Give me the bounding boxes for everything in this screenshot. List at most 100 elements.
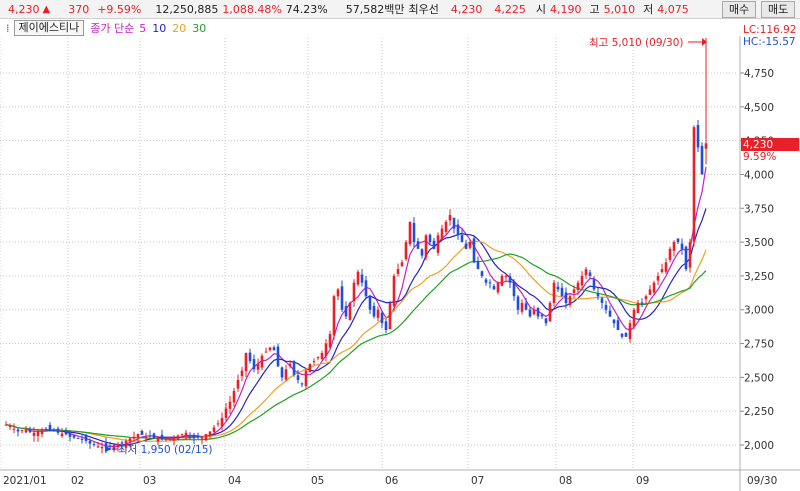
candle-body xyxy=(376,309,380,318)
legend-ma10[interactable]: 10 xyxy=(152,21,167,35)
time-axis: 2021/01 02 03 04 05 06 07 08 09 09/30 xyxy=(3,475,777,487)
bid-price: 4,225 xyxy=(494,2,526,16)
open-price: 4,190 xyxy=(549,2,582,16)
candle-body xyxy=(660,269,664,273)
candles xyxy=(4,37,708,454)
candle-body xyxy=(128,438,132,442)
last-pct-label: 9.59% xyxy=(743,151,776,163)
candle-body xyxy=(160,434,164,440)
ma5-line xyxy=(5,166,707,448)
candle-body xyxy=(596,293,600,297)
quote-bar: 4,230 ▲ 370 +9.59% 12,250,885 1,088.48% … xyxy=(0,0,800,19)
candle-body xyxy=(284,369,288,380)
candle-body xyxy=(568,296,572,306)
candle-body xyxy=(240,370,244,377)
candle-body xyxy=(556,286,560,290)
candle-body xyxy=(392,275,396,306)
buy-button[interactable]: 매수 xyxy=(722,1,757,18)
high-price: 5,010 xyxy=(603,2,636,16)
price-change-pct: +9.59% xyxy=(97,2,142,16)
candle-body xyxy=(588,272,592,276)
legend-ma20[interactable]: 20 xyxy=(172,21,187,35)
candle-body xyxy=(504,275,508,277)
candle-body xyxy=(492,286,496,290)
candle-body xyxy=(140,430,144,435)
candle-body xyxy=(332,296,336,336)
candle-body xyxy=(152,433,156,439)
candle-body xyxy=(16,429,20,432)
candle-body xyxy=(272,347,276,351)
candle-body xyxy=(700,145,704,175)
y-tick-label: 4,000 xyxy=(744,169,774,181)
legend-ma5[interactable]: 5 xyxy=(139,21,147,35)
candle-body xyxy=(304,370,308,387)
candle-body xyxy=(624,332,628,337)
candle-body xyxy=(268,347,272,351)
legend-ma30[interactable]: 30 xyxy=(192,21,207,35)
candle-body xyxy=(40,430,44,434)
candle-body xyxy=(176,435,180,440)
candle-body xyxy=(192,434,196,439)
candle-body xyxy=(428,234,432,243)
candle-body xyxy=(408,221,412,245)
candle-body xyxy=(380,312,384,324)
best-quote-label: 최우선 xyxy=(408,3,439,16)
stock-name-tab[interactable]: 제이에스티나 xyxy=(13,20,85,36)
candle-body xyxy=(220,417,224,427)
candle-body xyxy=(72,435,76,438)
high-label: 고 xyxy=(589,3,600,16)
ma-type-label: 종가 단순 xyxy=(90,22,135,35)
candle-body xyxy=(276,346,280,367)
candle-body xyxy=(632,309,636,327)
candle-body xyxy=(652,282,656,293)
candle-body xyxy=(60,433,64,437)
price-axis: 4,7504,5004,2504,0003,7503,5003,2503,000… xyxy=(740,68,774,452)
candle-body xyxy=(200,436,204,439)
sell-button[interactable]: 매도 xyxy=(761,1,796,18)
candle-body xyxy=(536,307,540,317)
candle-body xyxy=(120,442,124,444)
candle-body xyxy=(8,426,12,428)
candle-body xyxy=(540,314,544,317)
candle-body xyxy=(424,235,428,258)
candle-body xyxy=(676,238,680,243)
candle-body xyxy=(372,305,376,317)
candle-body xyxy=(4,424,8,426)
current-price: 4,230 xyxy=(8,2,40,16)
y-tick-label: 2,000 xyxy=(744,440,774,452)
candle-body xyxy=(64,430,68,435)
candle-body xyxy=(640,302,644,304)
candle-body xyxy=(44,428,48,430)
candle-body xyxy=(564,292,568,303)
candle-body xyxy=(280,367,284,378)
x-tick-label: 06 xyxy=(385,475,399,487)
ma30-line xyxy=(5,253,707,441)
candle-body xyxy=(696,125,700,148)
candle-body xyxy=(48,424,52,431)
candle-body xyxy=(288,363,292,366)
candle-body xyxy=(300,383,304,385)
candle-body xyxy=(480,271,484,276)
lc-label: LC:116.92 xyxy=(743,24,796,36)
candle-body xyxy=(448,215,452,221)
candle-body xyxy=(460,234,464,243)
y-tick-label: 3,250 xyxy=(744,271,774,283)
candle-body xyxy=(24,430,28,433)
x-tick-label: 04 xyxy=(228,475,242,487)
low-price: 4,075 xyxy=(657,2,689,16)
y-tick-label: 4,750 xyxy=(744,68,774,80)
candle-body xyxy=(164,438,168,440)
candle-body xyxy=(528,309,532,317)
candle-body xyxy=(252,359,256,370)
candle-body xyxy=(684,246,688,270)
candle-body xyxy=(196,436,200,438)
candle-body xyxy=(616,320,620,331)
trade-amount: 57,582백만 xyxy=(345,3,405,16)
y-tick-label: 2,500 xyxy=(744,372,774,384)
candle-body xyxy=(468,242,472,248)
candle-body xyxy=(608,310,612,317)
candle-body xyxy=(80,438,84,440)
candle-body xyxy=(324,343,328,357)
candle-body xyxy=(404,242,408,260)
